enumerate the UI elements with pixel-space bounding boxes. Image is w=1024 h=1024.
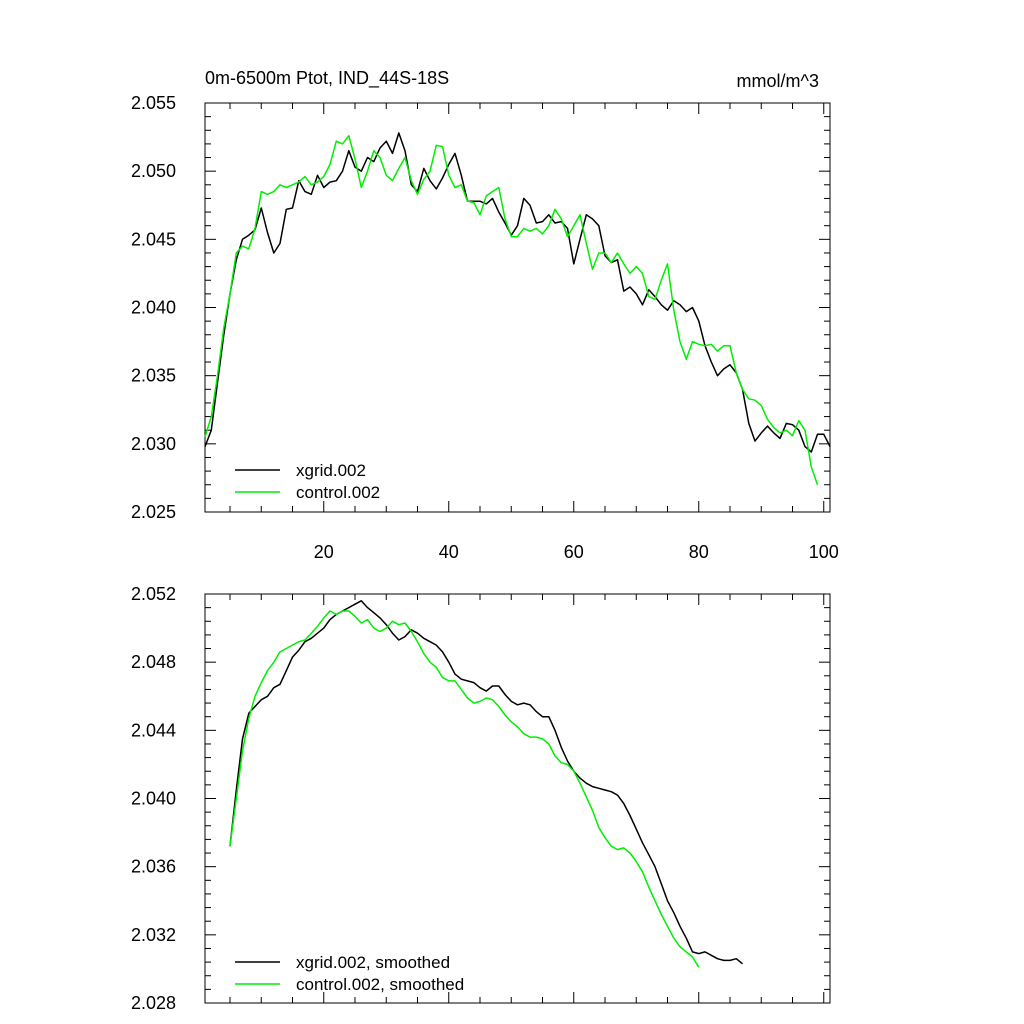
bottom-panel-smoothed-line-chart: 2.028 2.032 2.036 2.040 2.044 2.048 2.052 xgrid…: [131, 584, 831, 1013]
series-line-top-control: [204, 134, 819, 485]
y-tick-label: 2.055: [131, 93, 176, 113]
y-tick-label: 2.050: [131, 161, 176, 181]
x-tick-label: 100: [809, 542, 839, 562]
top-panel-line-chart: 20 40 60 80 100 2.025 2.030 2.035 2.040 2.045 2.05…: [131, 68, 839, 562]
y-tick-label: 2.035: [131, 366, 176, 386]
plot-frame: [204, 593, 831, 1004]
y-tick-label: 2.048: [131, 652, 176, 672]
legend-label: xgrid.002: [296, 461, 366, 480]
y-tick-label: 2.025: [131, 502, 176, 522]
y-tick-label: 2.028: [131, 993, 176, 1013]
y-tick-label: 2.044: [131, 720, 176, 740]
chart-title: 0m-6500m Ptot, IND_44S-18S: [205, 68, 449, 89]
legend-label: control.002, smoothed: [296, 975, 464, 994]
x-tick-label: 20: [314, 542, 334, 562]
series-line-bottom-control: [229, 610, 700, 968]
x-tick-label: 80: [689, 542, 709, 562]
y-tick-label: 2.040: [131, 789, 176, 809]
y-tick-label: 2.045: [131, 229, 176, 249]
series-line-top-xgrid: [204, 132, 831, 453]
units-label: mmol/m^3: [737, 71, 819, 91]
legend-label: xgrid.002, smoothed: [296, 953, 450, 972]
x-tick-label: 60: [564, 542, 584, 562]
legend-label: control.002: [296, 483, 380, 502]
y-tick-label: 2.036: [131, 857, 176, 877]
y-tick-label: 2.032: [131, 925, 176, 945]
x-tick-label: 40: [439, 542, 459, 562]
y-tick-label: 2.030: [131, 434, 176, 454]
series-line-bottom-xgrid: [229, 600, 743, 965]
plot-frame: [204, 102, 831, 513]
y-tick-label: 2.052: [131, 584, 176, 604]
y-tick-label: 2.040: [131, 298, 176, 318]
